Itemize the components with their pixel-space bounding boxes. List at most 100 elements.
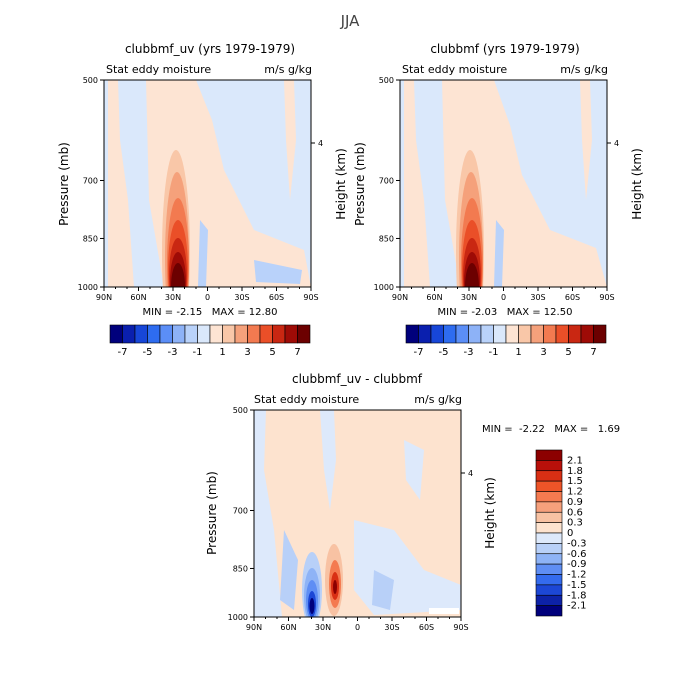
field-contour-negative [320, 410, 336, 510]
field-contour-negative [372, 570, 394, 610]
colorbar-swatch [443, 324, 457, 344]
colorbar-swatch [172, 324, 186, 344]
field-contour-negative [254, 260, 302, 284]
colorbar-swatch [535, 584, 563, 596]
colorbar-swatch [297, 324, 311, 344]
colorbar-swatch [234, 324, 248, 344]
figure-title: JJA [340, 12, 361, 30]
x-tick-label: 90S [453, 623, 468, 632]
colorbar: -7 -5 -3 -1 1 3 5 7 [405, 324, 607, 358]
colorbar-swatch [535, 532, 563, 544]
field-contour-positive [108, 80, 134, 287]
colorbar-label: 2.1 [567, 455, 583, 466]
panel-right-subtitle: m/s g/kg [414, 393, 462, 406]
colorbar-swatch [284, 324, 298, 344]
colorbar-label: 5 [269, 347, 275, 358]
panel-clubbmf-uv: clubbmf_uv (yrs 1979-1979) Stat eddy moi… [57, 42, 348, 358]
panel-left-subtitle: Stat eddy moisture [402, 63, 507, 76]
x-tick-label: 60N [130, 293, 146, 302]
y-tick-label: 700 [83, 176, 98, 185]
x-tick-label: 30S [530, 293, 545, 302]
y-tick-label: 700 [233, 506, 248, 515]
colorbar-swatch [535, 449, 563, 461]
colorbar-swatch [535, 460, 563, 472]
field-missing [429, 608, 459, 614]
colorbar-label: -0.3 [567, 538, 587, 549]
y-axis: 500 700 850 1000 [374, 76, 400, 292]
field-contour-positive [333, 580, 337, 594]
x-tick-label: 60S [419, 623, 434, 632]
colorbar-label: 5 [565, 347, 571, 358]
y2-axis-label: Height (km) [630, 148, 644, 219]
colorbar-swatch [543, 324, 557, 344]
panel-title: clubbmf (yrs 1979-1979) [430, 42, 579, 56]
x-tick-label: 90N [96, 293, 112, 302]
colorbar-swatch [109, 324, 123, 344]
y-tick-label: 850 [233, 564, 248, 573]
colorbar-label: -1.5 [567, 580, 587, 591]
y-tick-label: 1000 [78, 283, 98, 292]
x-tick-label: 90S [303, 293, 318, 302]
colorbar-label: -7 [118, 347, 128, 358]
colorbar: -7 -5 -3 -1 1 3 5 7 [109, 324, 311, 358]
colorbar-label: 0.3 [567, 518, 583, 529]
colorbar-label: 1 [219, 347, 225, 358]
stats-text: MIN = -2.15 MAX = 12.80 [143, 307, 278, 318]
panel-left-subtitle: Stat eddy moisture [254, 393, 359, 406]
colorbar-label: -1 [193, 347, 203, 358]
x-tick-label: 0 [205, 293, 210, 302]
y-axis: 500 700 850 1000 [78, 76, 104, 292]
colorbar-swatch [468, 324, 482, 344]
y-axis-label: Pressure (mb) [205, 471, 219, 555]
colorbar-label: -0.6 [567, 549, 587, 560]
x-tick-label: 30S [384, 623, 399, 632]
colorbar-swatch [535, 543, 563, 555]
x-tick-label: 60N [426, 293, 442, 302]
colorbar-swatch [147, 324, 161, 344]
colorbar-label: -5 [143, 347, 153, 358]
field-contour-negative [254, 410, 282, 617]
colorbar-swatch [184, 324, 198, 344]
colorbar-swatch [535, 594, 563, 606]
colorbar-label: -1.2 [567, 570, 587, 581]
panel-difference: clubbmf_uv - clubbmf Stat eddy moisture … [205, 372, 620, 632]
plot-area: 90N 60N 30N 0 30S 60S 90S 500 700 850 1000 4 [228, 406, 473, 632]
colorbar-swatch [247, 324, 261, 344]
colorbar-label: 1.8 [567, 466, 583, 477]
field-contour-negative [494, 220, 504, 287]
y2-axis-label: Height (km) [483, 477, 497, 548]
colorbar-label: -3 [464, 347, 474, 358]
field-contour-positive [171, 263, 185, 287]
x-tick-label: 30N [315, 623, 331, 632]
colorbar-swatch [535, 574, 563, 586]
colorbar-label: 7 [590, 347, 596, 358]
colorbar-swatch [455, 324, 469, 344]
colorbar-label: 1 [515, 347, 521, 358]
y-tick-label: 500 [379, 76, 394, 85]
stats-text: MIN = -2.22 MAX = 1.69 [482, 424, 620, 435]
colorbar-swatch [259, 324, 273, 344]
x-tick-label: 90N [392, 293, 408, 302]
y-tick-label: 1000 [374, 283, 394, 292]
panel-title: clubbmf_uv - clubbmf [292, 372, 423, 386]
colorbar-swatch [535, 480, 563, 492]
colorbar-swatch [418, 324, 432, 344]
colorbar-swatch [555, 324, 569, 344]
y-axis-label: Pressure (mb) [353, 142, 367, 226]
colorbar-swatch [272, 324, 286, 344]
colorbar-swatch [493, 324, 507, 344]
colorbar-swatch [480, 324, 494, 344]
y2-tick-label: 4 [318, 139, 323, 148]
x-tick-label: 60N [280, 623, 296, 632]
x-tick-label: 30S [234, 293, 249, 302]
x-tick-label: 90N [246, 623, 262, 632]
colorbar-swatch [535, 553, 563, 565]
colorbar-label: -7 [414, 347, 424, 358]
colorbar-label: -0.9 [567, 559, 587, 570]
x-axis: 90N 60N 30N 0 30S 60S 90S [96, 287, 319, 302]
y2-tick-label: 4 [614, 139, 619, 148]
colorbar-swatch [505, 324, 519, 344]
x-tick-label: 60S [565, 293, 580, 302]
colorbar-swatch [568, 324, 582, 344]
